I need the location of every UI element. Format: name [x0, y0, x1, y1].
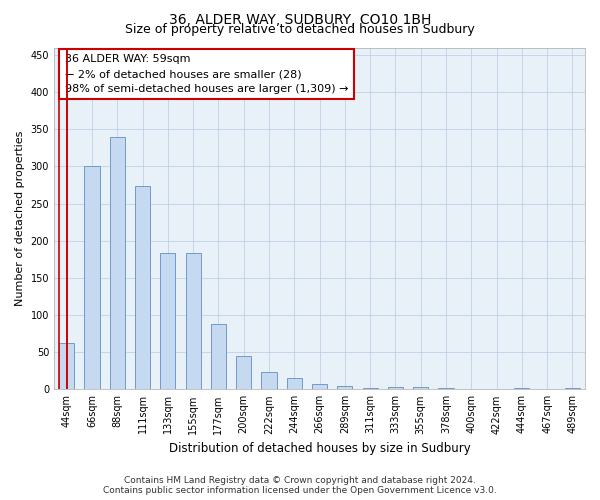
Bar	[464, 388, 479, 390]
Bar	[85, 166, 100, 390]
Bar	[287, 378, 302, 390]
Bar	[337, 386, 352, 390]
Bar	[160, 252, 175, 390]
Y-axis label: Number of detached properties: Number of detached properties	[15, 130, 25, 306]
Text: Contains HM Land Registry data © Crown copyright and database right 2024.
Contai: Contains HM Land Registry data © Crown c…	[103, 476, 497, 495]
Text: 36, ALDER WAY, SUDBURY, CO10 1BH: 36, ALDER WAY, SUDBURY, CO10 1BH	[169, 12, 431, 26]
X-axis label: Distribution of detached houses by size in Sudbury: Distribution of detached houses by size …	[169, 442, 470, 455]
Bar	[135, 186, 150, 390]
Bar	[439, 388, 454, 390]
Bar	[514, 388, 529, 390]
Bar	[362, 388, 377, 390]
Text: Size of property relative to detached houses in Sudbury: Size of property relative to detached ho…	[125, 22, 475, 36]
Bar	[565, 388, 580, 390]
Bar	[236, 356, 251, 390]
Bar	[185, 252, 200, 390]
Bar	[211, 324, 226, 390]
Bar	[110, 136, 125, 390]
Bar	[388, 387, 403, 390]
Bar	[413, 387, 428, 390]
Bar	[539, 388, 554, 390]
Bar	[59, 343, 74, 390]
Bar	[312, 384, 327, 390]
Bar	[262, 372, 277, 390]
Text: 36 ALDER WAY: 59sqm
← 2% of detached houses are smaller (28)
98% of semi-detache: 36 ALDER WAY: 59sqm ← 2% of detached hou…	[65, 54, 348, 94]
